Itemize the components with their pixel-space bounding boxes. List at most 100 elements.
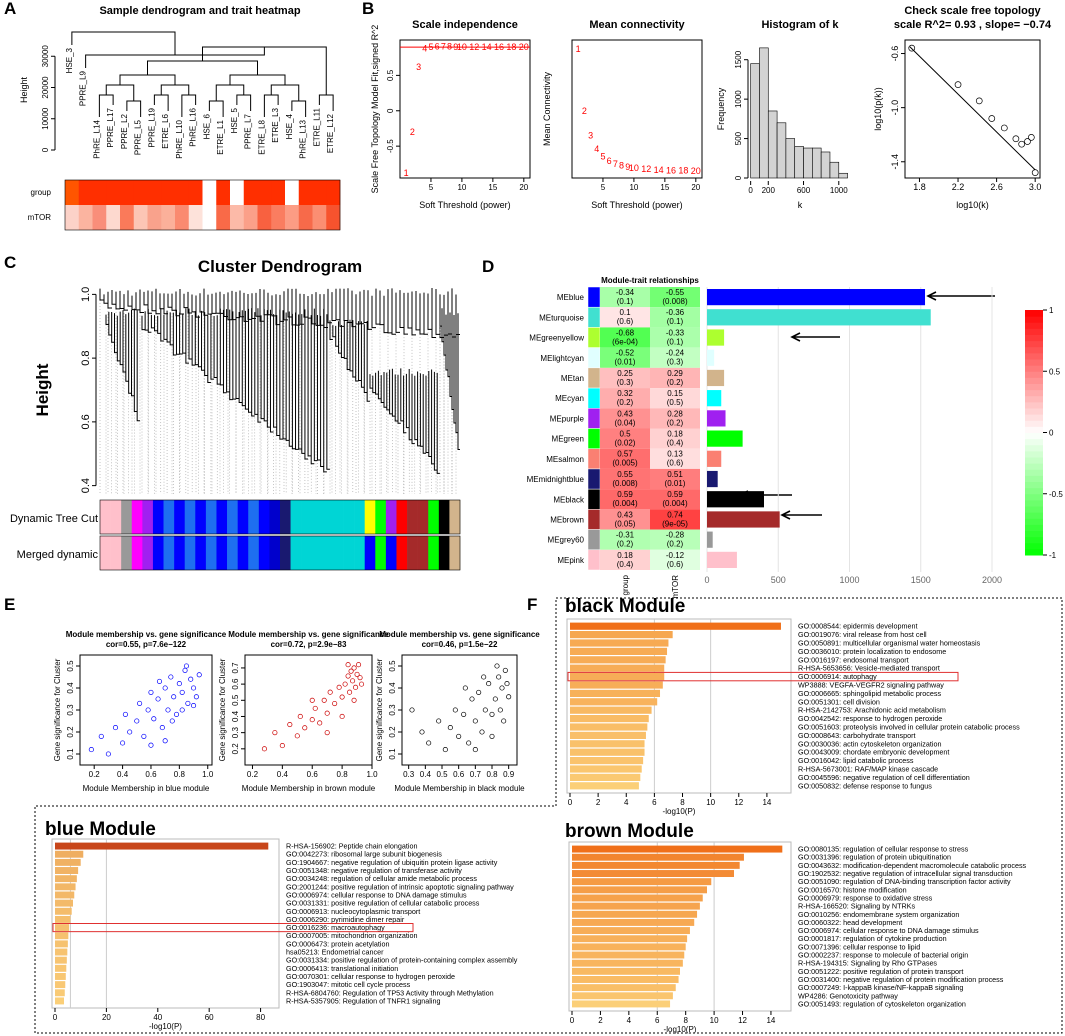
colorbar-step (1025, 389, 1043, 397)
cell-p: (0.4) (667, 439, 684, 448)
heat-cell (650, 468, 700, 490)
bar (572, 959, 683, 967)
cell-p: (0.004) (662, 499, 688, 508)
x-label: Module Membership in black module (394, 784, 525, 793)
color-band (216, 500, 228, 534)
cell-value: 0.1 (619, 308, 631, 317)
x-tick-label: 0.4 (117, 770, 129, 779)
point-label: 7 (613, 159, 618, 169)
bar (707, 470, 718, 488)
bar (55, 858, 81, 866)
x-tick-label: 0.8 (486, 770, 498, 779)
bar (55, 940, 68, 948)
colorbar-step (1025, 506, 1043, 513)
trait-cell (120, 180, 135, 205)
chart-title: Module membership vs. gene significance (379, 630, 540, 639)
color-band (301, 536, 313, 570)
bar (55, 899, 73, 907)
y-tick-label: 0.5 (388, 660, 397, 672)
color-band (142, 500, 154, 534)
color-band (428, 536, 440, 570)
bar (570, 782, 639, 790)
module-color (587, 468, 601, 490)
point (351, 665, 357, 671)
trait-cell (120, 205, 135, 230)
arrow (790, 332, 840, 342)
point (321, 697, 327, 703)
point (496, 674, 502, 680)
point (324, 730, 330, 736)
color-band (449, 500, 461, 534)
leaf-label: PPRE_L17 (106, 107, 115, 147)
arrow (780, 510, 822, 520)
x-tick-label: 3.0 (1029, 182, 1042, 192)
term-label: GO:0051493: regulation of cytoskeleton o… (798, 999, 966, 1008)
chart-title: Module membership vs. gene significance (66, 630, 227, 639)
x-tick-label: 0.9 (503, 770, 515, 779)
y-label: Height (33, 363, 52, 416)
colorbar-step (1025, 512, 1043, 519)
colorbar-step (1025, 463, 1043, 470)
point (279, 743, 285, 749)
bar (707, 309, 931, 326)
y-tick-label: 0.2 (66, 726, 75, 738)
module-color (587, 347, 601, 369)
bar (570, 706, 652, 714)
bar (572, 845, 783, 853)
colorbar-step (1025, 310, 1043, 317)
x-tick-label: 14 (766, 1016, 775, 1025)
colorbar-step (1025, 401, 1043, 409)
leaf-label: PPRE_L9 (79, 70, 88, 106)
color-band (354, 536, 366, 570)
x-tick-label: 20 (519, 183, 528, 192)
color-band (449, 536, 461, 570)
colorbar-step (1025, 371, 1043, 378)
colorbar-step (1025, 420, 1043, 427)
point-label: 10 (457, 42, 467, 52)
x-tick-label: 4 (624, 798, 629, 807)
module-label: MEmidnightblue (527, 475, 585, 484)
term-label: GO:0001817: regulation of cytokine produ… (798, 934, 947, 943)
color-band (301, 500, 313, 534)
term-label: R-HSA-5357905: Regulation of TNFR1 signa… (286, 996, 440, 1005)
cell-value: 0.59 (667, 490, 683, 499)
point (145, 707, 151, 713)
y-tick-label: 0 (386, 108, 395, 113)
heat-cell (600, 448, 650, 469)
point (489, 711, 495, 717)
colorbar-step (1025, 432, 1043, 440)
color-band (131, 536, 143, 570)
cell-value: 0.55 (617, 470, 633, 479)
term-label: GO:0006665: sphingolipid metabolic proce… (798, 689, 941, 698)
colorbar-step (1025, 444, 1043, 452)
trait-cell (106, 180, 121, 205)
term-label: GO:0016042: lipid catabolic process (798, 756, 914, 765)
heat-cell (600, 428, 650, 449)
x-tick-label: 0 (570, 1016, 575, 1025)
y-label: Scale Free Topology Model Fit,signed R^2 (370, 25, 380, 194)
point (176, 681, 182, 687)
term-label: GO:0002237: response to molecule of bact… (798, 951, 968, 960)
term-label: GO:0045596: negative regulation of cell … (798, 773, 970, 782)
leaf-label: PhRE_L13 (299, 119, 308, 158)
point (486, 681, 492, 687)
module-label: MEcyan (555, 394, 584, 403)
x-tick-label: 0.2 (247, 770, 259, 779)
term-label: R-HSA-194315: Signaling by Rho GTPases (798, 959, 937, 968)
point (137, 700, 143, 706)
cell-p: (0.01) (615, 358, 636, 367)
point (1000, 124, 1008, 132)
x-tick-label: 1000 (839, 575, 859, 585)
point-label: 20 (519, 42, 529, 52)
bar (767, 110, 778, 179)
point (499, 685, 505, 691)
module-color (587, 428, 601, 449)
x-tick-label: 1.8 (913, 182, 926, 192)
panel-label: A (4, 0, 16, 18)
y-tick-label: 0.3 (66, 704, 75, 716)
bar (570, 639, 669, 647)
term-label: GO:0006914: autophagy (798, 672, 877, 681)
y-tick-label: 1.0 (80, 287, 92, 302)
point (504, 681, 510, 687)
bar (570, 698, 658, 706)
